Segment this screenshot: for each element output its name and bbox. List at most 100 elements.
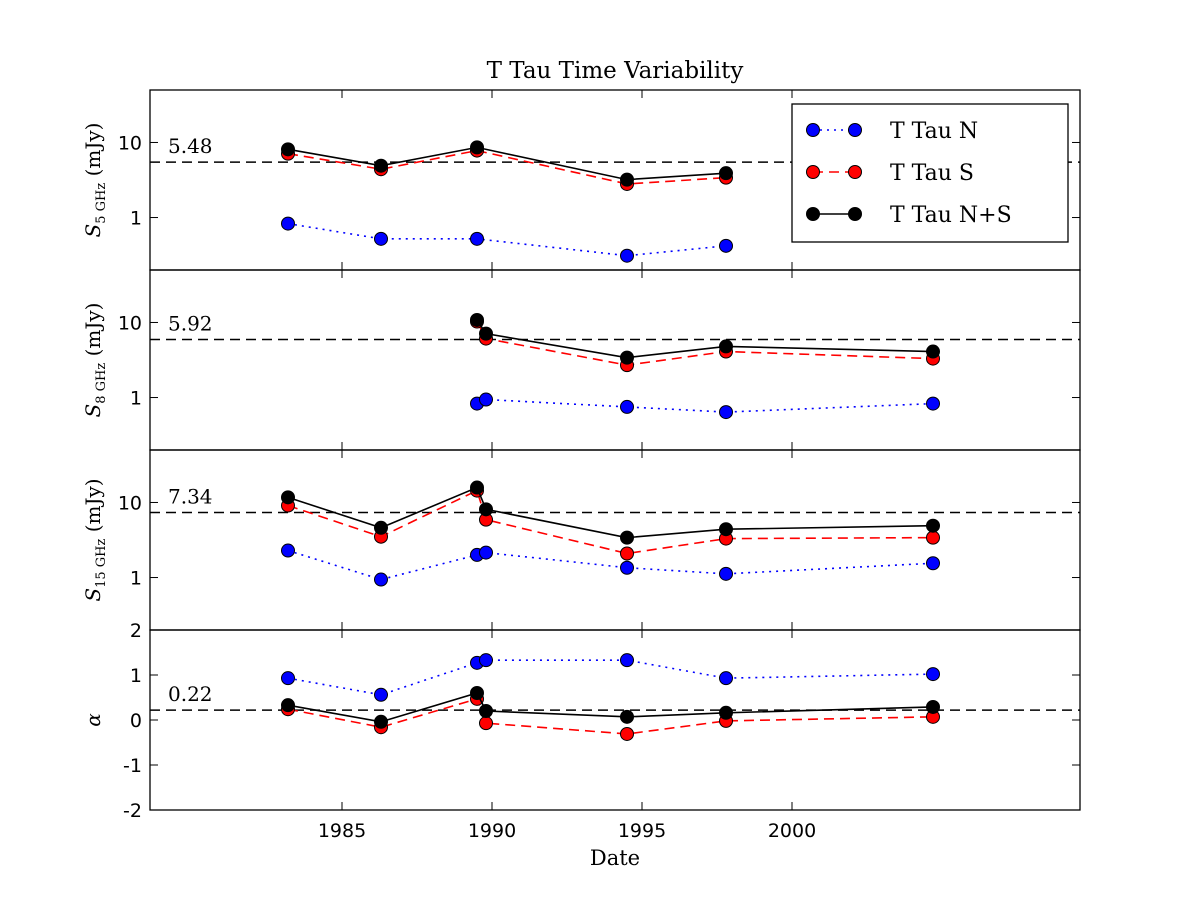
data-point — [470, 480, 484, 495]
legend-marker — [848, 123, 862, 137]
y-tick-label: 10 — [118, 492, 142, 514]
data-point — [719, 522, 733, 537]
y-tick-label: 1 — [130, 665, 142, 687]
series-line — [287, 149, 727, 185]
data-point — [281, 698, 295, 713]
data-point — [281, 216, 295, 231]
data-point — [479, 502, 493, 517]
data-point — [620, 248, 634, 263]
data-point — [470, 231, 484, 246]
y-tick-label: 0 — [130, 710, 142, 732]
data-point — [620, 560, 634, 575]
data-point — [470, 140, 484, 155]
data-point — [719, 339, 733, 354]
x-tick-label: 2000 — [768, 820, 816, 842]
axes-frame — [149, 449, 1081, 631]
series-line — [476, 319, 934, 359]
x-axis-label: Date — [590, 846, 640, 870]
data-point — [281, 671, 295, 686]
x-tick-label: 1990 — [468, 820, 516, 842]
data-point — [374, 520, 388, 535]
y-axis-label: S15 GHz (mJy) — [81, 478, 109, 601]
y-tick-label: 1 — [130, 208, 142, 230]
data-point — [926, 396, 940, 411]
series-line — [287, 222, 727, 257]
x-tick-label: 1985 — [318, 820, 366, 842]
data-point — [470, 686, 484, 700]
y-label-main: S — [81, 224, 105, 238]
legend-marker — [806, 165, 820, 179]
data-point — [479, 392, 493, 407]
data-point — [719, 671, 733, 686]
data-point — [479, 704, 493, 718]
legend-label: T Tau N — [890, 119, 978, 144]
series-line — [476, 398, 934, 413]
legend-label: T Tau N+S — [890, 203, 1012, 228]
y-label-sub: 5 GHz — [94, 183, 109, 224]
data-point — [479, 326, 493, 341]
y-label-unit: (mJy) — [81, 303, 105, 363]
data-point — [374, 687, 388, 702]
data-point — [620, 546, 634, 561]
y-label-unit: (mJy) — [81, 478, 105, 538]
data-point — [719, 705, 733, 720]
data-point — [719, 405, 733, 420]
y-axis-label: S5 GHz (mJy) — [81, 123, 109, 238]
axes-frame — [149, 629, 1081, 811]
y-label-unit: (mJy) — [81, 123, 105, 183]
data-point — [620, 350, 634, 365]
data-point — [281, 543, 295, 558]
legend-marker — [806, 207, 820, 221]
data-point — [926, 518, 940, 533]
y-tick-label: -1 — [123, 755, 142, 777]
y-tick-label: -2 — [123, 800, 142, 822]
series-line — [287, 146, 727, 181]
reference-label: 7.34 — [168, 485, 213, 509]
y-tick-label: 1 — [130, 568, 142, 590]
data-point — [479, 716, 493, 731]
reference-label: 5.48 — [168, 134, 213, 158]
legend-marker — [848, 207, 862, 221]
y-axis-label: S8 GHz (mJy) — [81, 303, 109, 418]
legend-box — [791, 103, 1069, 243]
y-tick-label: 2 — [130, 620, 142, 642]
y-label-main: S — [81, 404, 105, 418]
y-tick-label: 10 — [118, 312, 142, 334]
data-point — [719, 166, 733, 181]
data-point — [374, 714, 388, 729]
data-point — [620, 530, 634, 545]
legend-label: T Tau S — [890, 161, 974, 186]
data-point — [470, 312, 484, 327]
data-point — [620, 709, 634, 724]
y-label-sub: 8 GHz — [94, 363, 109, 404]
x-tick-label: 1995 — [618, 820, 666, 842]
y-tick-label: 10 — [118, 132, 142, 154]
data-point — [926, 344, 940, 359]
data-point — [281, 142, 295, 157]
axes-frame — [149, 269, 1081, 451]
data-point — [620, 172, 634, 187]
data-point — [620, 653, 634, 668]
chart-title: T Tau Time Variability — [487, 58, 744, 84]
data-point — [926, 530, 940, 545]
data-point — [281, 490, 295, 505]
data-point — [926, 699, 940, 714]
data-point — [620, 399, 634, 414]
data-point — [374, 231, 388, 246]
y-label-main: α — [81, 713, 105, 727]
data-point — [374, 572, 388, 587]
data-point — [719, 238, 733, 253]
data-point — [479, 545, 493, 560]
data-point — [719, 566, 733, 581]
data-point — [926, 556, 940, 571]
data-point — [374, 158, 388, 173]
y-tick-label: 1 — [130, 388, 142, 410]
data-point — [620, 726, 634, 741]
data-point — [479, 653, 493, 668]
y-axis-label: α — [81, 713, 105, 727]
data-point — [926, 667, 940, 682]
reference-label: 5.92 — [168, 312, 213, 336]
legend-marker — [806, 123, 820, 137]
y-label-sub: 15 GHz — [94, 539, 109, 588]
